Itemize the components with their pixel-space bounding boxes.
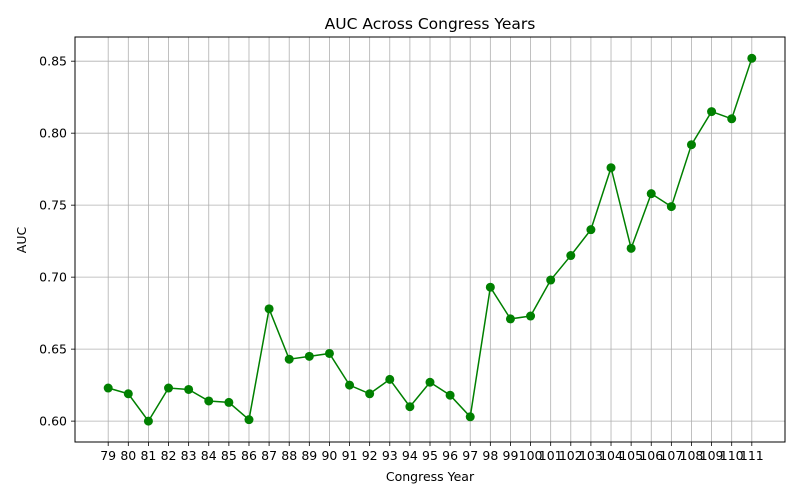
y-axis: 0.60 0.65 0.70 0.75 0.80 0.85 [39, 54, 75, 429]
x-tick-label: 107 [659, 448, 683, 463]
x-tick-label: 100 [519, 448, 543, 463]
y-tick-label: 0.70 [39, 270, 67, 285]
data-point [365, 389, 375, 399]
x-tick-label: 84 [201, 448, 217, 463]
data-point [143, 416, 153, 426]
x-tick-label: 101 [539, 448, 563, 463]
x-tick-label: 79 [100, 448, 116, 463]
data-point [646, 189, 656, 199]
data-point [485, 282, 495, 292]
x-tick-label: 102 [559, 448, 583, 463]
x-axis-label: Congress Year [386, 469, 475, 484]
data-point [284, 354, 294, 364]
data-point [385, 374, 395, 384]
y-tick-label: 0.60 [39, 414, 67, 429]
x-tick-label: 94 [402, 448, 418, 463]
y-tick-label: 0.80 [39, 126, 67, 141]
x-tick-label: 81 [140, 448, 156, 463]
x-tick-label: 103 [579, 448, 603, 463]
x-tick-label: 99 [503, 448, 519, 463]
data-point [707, 107, 717, 117]
x-tick-label: 95 [422, 448, 438, 463]
x-tick-label: 105 [619, 448, 643, 463]
y-axis-label: AUC [14, 227, 29, 254]
data-point [566, 251, 576, 261]
data-point [405, 402, 415, 412]
x-tick-label: 93 [382, 448, 398, 463]
x-tick-label: 86 [241, 448, 257, 463]
x-tick-label: 85 [221, 448, 237, 463]
data-point [546, 275, 556, 285]
x-tick-label: 87 [261, 448, 277, 463]
x-tick-label: 80 [120, 448, 136, 463]
data-point [727, 114, 737, 124]
x-tick-label: 108 [680, 448, 704, 463]
x-tick-label: 104 [599, 448, 623, 463]
data-point [164, 383, 174, 393]
x-tick-label: 109 [700, 448, 724, 463]
data-point [324, 348, 334, 358]
data-point [626, 243, 636, 253]
data-point [103, 383, 113, 393]
data-point [465, 412, 475, 422]
x-tick-label: 111 [740, 448, 764, 463]
x-tick-label: 88 [281, 448, 297, 463]
chart-title: AUC Across Congress Years [325, 15, 536, 33]
data-point [606, 163, 616, 173]
data-point [345, 380, 355, 390]
x-tick-label: 92 [362, 448, 378, 463]
data-point [445, 390, 455, 400]
data-point [204, 396, 214, 406]
x-tick-label: 98 [482, 448, 498, 463]
data-point [666, 202, 676, 212]
x-tick-label: 83 [181, 448, 197, 463]
data-point [747, 53, 757, 63]
x-tick-label: 106 [639, 448, 663, 463]
data-point [224, 397, 234, 407]
data-point [304, 351, 314, 361]
data-point [184, 384, 194, 394]
x-tick-label: 91 [342, 448, 358, 463]
data-point [505, 314, 515, 324]
data-point [244, 415, 254, 425]
x-tick-label: 110 [720, 448, 744, 463]
y-tick-label: 0.85 [39, 54, 67, 69]
x-tick-label: 90 [321, 448, 337, 463]
x-tick-label: 96 [442, 448, 458, 463]
data-point [526, 311, 536, 321]
x-axis: 79 80 81 82 83 84 85 86 87 88 89 90 91 92 93 94 95 96 97 98… [100, 442, 764, 463]
data-point [586, 225, 596, 235]
y-tick-label: 0.65 [39, 342, 67, 357]
y-tick-label: 0.75 [39, 198, 67, 213]
data-point [686, 140, 696, 150]
data-point [123, 389, 133, 399]
x-tick-label: 97 [462, 448, 478, 463]
data-point [264, 304, 274, 314]
data-series [103, 53, 757, 426]
data-point [425, 377, 435, 387]
grid-lines [75, 37, 785, 442]
x-tick-label: 89 [301, 448, 317, 463]
x-tick-label: 82 [161, 448, 177, 463]
